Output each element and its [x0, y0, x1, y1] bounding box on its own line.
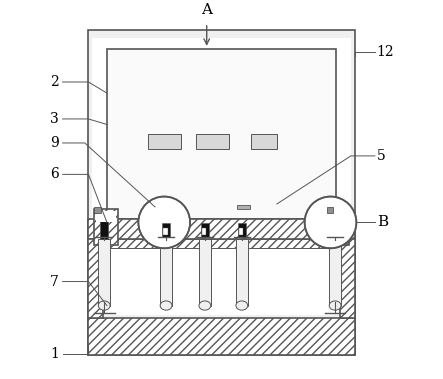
Bar: [89, 239, 102, 318]
Text: B: B: [377, 215, 388, 229]
Circle shape: [305, 197, 356, 248]
Bar: [238, 223, 246, 237]
Text: 3: 3: [50, 112, 59, 126]
Bar: [239, 228, 243, 235]
Bar: [329, 239, 341, 305]
Circle shape: [138, 197, 190, 248]
Text: A: A: [201, 3, 212, 17]
Bar: [327, 211, 347, 222]
Text: 2: 2: [50, 75, 59, 89]
Bar: [251, 134, 277, 149]
Bar: [162, 223, 170, 237]
Bar: [325, 210, 349, 244]
Text: 9: 9: [50, 136, 59, 150]
Bar: [94, 210, 118, 244]
Bar: [160, 239, 172, 305]
Bar: [341, 239, 354, 318]
Text: 7: 7: [50, 274, 59, 288]
Bar: [100, 219, 108, 239]
Bar: [148, 134, 181, 149]
Bar: [158, 205, 171, 210]
Ellipse shape: [199, 301, 211, 310]
Bar: [202, 228, 206, 235]
Bar: [89, 219, 354, 239]
Bar: [101, 239, 342, 248]
Bar: [107, 49, 336, 219]
Text: 6: 6: [50, 168, 59, 182]
Bar: [199, 239, 211, 305]
Bar: [334, 219, 342, 239]
Ellipse shape: [236, 301, 248, 310]
Bar: [196, 134, 229, 149]
Text: 12: 12: [377, 45, 394, 60]
Bar: [89, 318, 354, 356]
Bar: [92, 38, 351, 315]
Ellipse shape: [329, 301, 341, 310]
Bar: [327, 207, 334, 213]
Bar: [236, 239, 248, 305]
Bar: [163, 228, 167, 235]
Bar: [237, 205, 250, 210]
Bar: [94, 207, 101, 213]
Bar: [98, 239, 110, 305]
Bar: [201, 223, 209, 237]
Text: 5: 5: [377, 149, 385, 163]
Ellipse shape: [160, 301, 172, 310]
Ellipse shape: [98, 301, 110, 310]
Bar: [96, 211, 116, 222]
Bar: [89, 30, 354, 356]
Text: 1: 1: [50, 346, 59, 360]
